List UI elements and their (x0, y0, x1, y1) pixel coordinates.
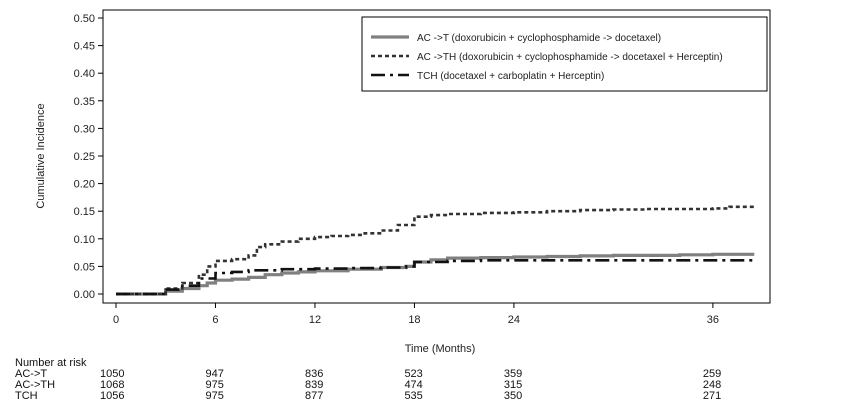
x-tick-label: 6 (212, 314, 218, 326)
risk-value: 1050 (100, 368, 124, 380)
risk-value: 271 (703, 390, 721, 402)
series-line-2 (116, 205, 756, 296)
risk-value: 350 (504, 390, 522, 402)
risk-value: 839 (305, 379, 323, 391)
risk-value: 474 (404, 379, 422, 391)
y-tick-label: 0.35 (74, 96, 95, 108)
risk-value: 975 (205, 390, 223, 402)
risk-value: 975 (205, 379, 223, 391)
risk-row-label: AC->T (15, 368, 47, 380)
legend-label-3: TCH (docetaxel + carboplatin + Herceptin… (417, 71, 604, 82)
risk-value: 359 (504, 368, 522, 380)
x-tick-label: 0 (113, 314, 119, 326)
legend: AC ->T (doxorubicin + cyclophosphamide -… (361, 16, 768, 92)
risk-value: 315 (504, 379, 522, 391)
legend-label-1: AC ->T (doxorubicin + cyclophosphamide -… (417, 33, 661, 44)
legend-box (361, 16, 768, 92)
y-tick-label: 0.00 (74, 289, 95, 301)
risk-value: 1056 (100, 390, 124, 402)
risk-value: 836 (305, 368, 323, 380)
x-tick-label: 36 (707, 314, 719, 326)
x-tick-label: 18 (408, 314, 420, 326)
x-axis-title: Time (Months) (405, 343, 476, 355)
risk-value: 523 (404, 368, 422, 380)
risk-value: 535 (404, 390, 422, 402)
risk-value: 947 (205, 368, 223, 380)
y-tick-label: 0.15 (74, 206, 95, 218)
y-axis-title: Cumulative Incidence (35, 103, 47, 208)
y-tick-label: 0.25 (74, 151, 95, 163)
y-tick-label: 0.50 (74, 13, 95, 25)
y-tick-label: 0.45 (74, 41, 95, 53)
risk-table-header: Number at risk (15, 357, 87, 369)
risk-value: 1068 (100, 379, 124, 391)
x-tick-label: 12 (309, 314, 321, 326)
y-tick-label: 0.20 (74, 179, 95, 191)
series-line-3 (116, 259, 755, 296)
y-tick-label: 0.30 (74, 123, 95, 135)
risk-row-label: TCH (15, 390, 38, 402)
plot-area (116, 205, 756, 296)
risk-value: 877 (305, 390, 323, 402)
legend-label-2: AC ->TH (doxorubicin + cyclophosphamide … (417, 52, 723, 63)
y-tick-label: 0.05 (74, 261, 95, 273)
y-tick-label: 0.40 (74, 68, 95, 80)
risk-value: 248 (703, 379, 721, 391)
risk-row-label: AC->TH (15, 379, 55, 391)
axes: 0.00 0.05 0.10 0.15 0.20 0.25 0.30 0.35 0.40 0.45… (35, 9, 771, 355)
risk-value: 259 (703, 368, 721, 380)
x-tick-label: 24 (508, 314, 520, 326)
y-tick-label: 0.10 (74, 234, 95, 246)
